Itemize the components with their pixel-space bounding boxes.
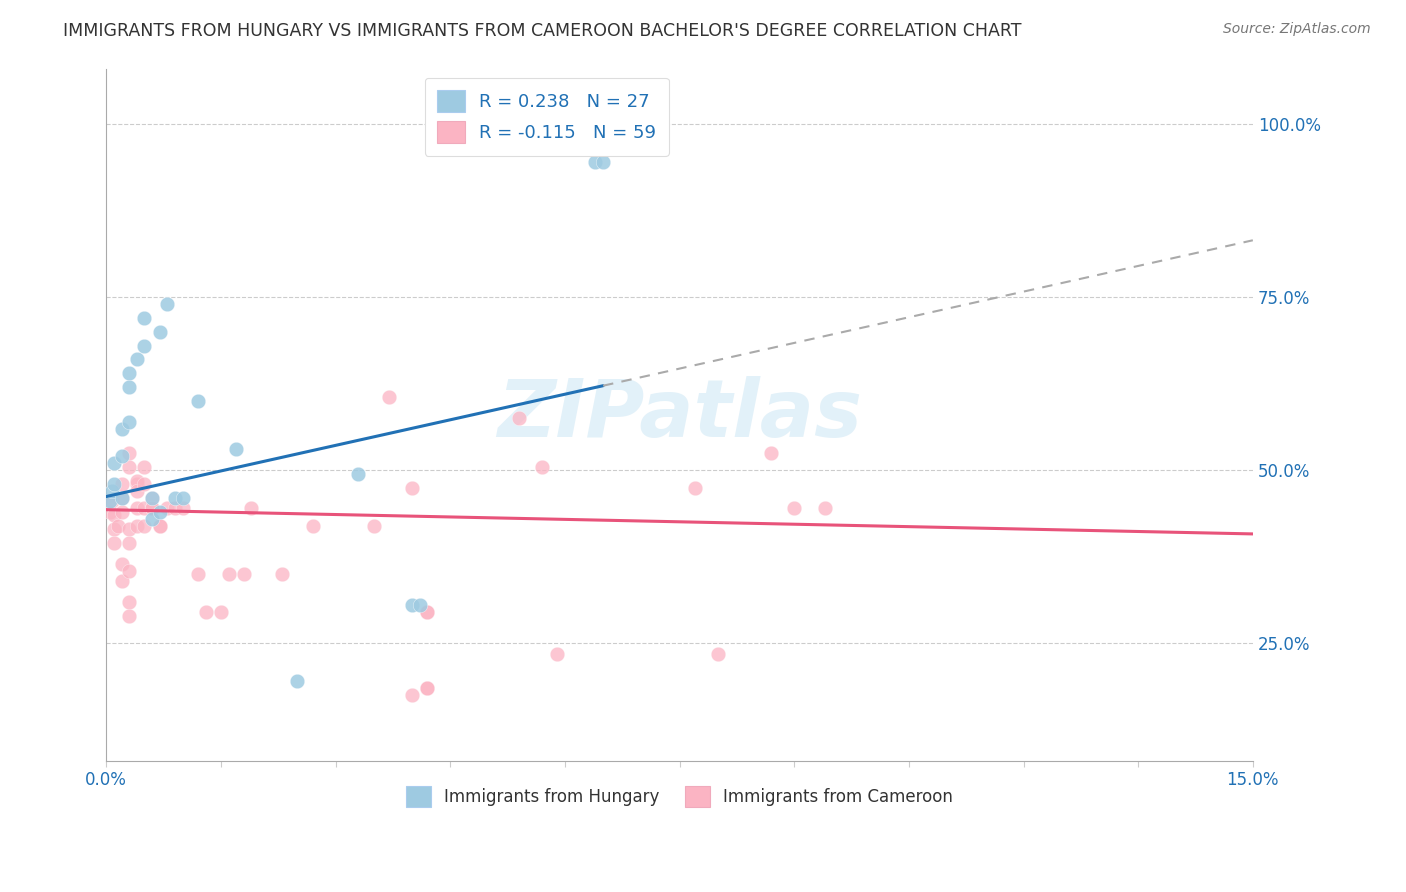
Point [118,522,141,536]
Point [118,608,141,623]
Point [163,491,186,505]
Point [141,491,163,505]
Point [110,450,132,464]
Point [110,505,132,519]
Point [118,564,141,578]
Point [194,605,217,619]
Point [103,456,125,470]
Point [103,477,125,491]
Point [149,505,172,519]
Point [134,338,156,352]
Point [141,501,163,516]
Point [110,477,132,491]
Point [98,494,121,508]
Point [508,411,530,425]
Point [585,155,607,169]
Point [156,297,179,311]
Point [125,501,148,516]
Point [285,674,308,689]
Point [118,595,141,609]
Point [187,567,209,582]
Point [110,491,132,505]
Point [271,567,294,582]
Point [110,557,132,571]
Text: Source: ZipAtlas.com: Source: ZipAtlas.com [1223,22,1371,37]
Point [187,393,209,408]
Point [416,605,439,619]
Point [118,446,141,460]
Point [401,481,423,495]
Point [408,599,430,613]
Point [103,522,125,536]
Point [546,647,568,661]
Point [110,491,132,505]
Point [592,155,614,169]
Point [125,352,148,367]
Point [118,459,141,474]
Point [107,518,129,533]
Point [134,518,156,533]
Point [347,467,370,481]
Point [530,459,553,474]
Point [156,501,179,516]
Point [134,459,156,474]
Point [225,442,247,457]
Point [118,415,141,429]
Point [149,518,172,533]
Point [783,501,806,516]
Point [125,518,148,533]
Point [240,501,263,516]
Point [101,483,124,498]
Point [103,536,125,550]
Point [172,491,194,505]
Point [683,481,706,495]
Point [103,508,125,523]
Point [118,536,141,550]
Point [706,647,728,661]
Point [363,518,385,533]
Point [141,491,163,505]
Point [301,518,323,533]
Point [761,446,783,460]
Point [172,501,194,516]
Point [149,325,172,339]
Text: ZIPatlas: ZIPatlas [498,376,862,454]
Point [416,681,439,696]
Point [134,477,156,491]
Point [118,380,141,394]
Point [378,391,401,405]
Legend: Immigrants from Hungary, Immigrants from Cameroon: Immigrants from Hungary, Immigrants from… [398,778,962,815]
Point [814,501,837,516]
Point [401,599,423,613]
Point [134,501,156,516]
Point [416,605,439,619]
Point [141,511,163,525]
Point [134,310,156,325]
Point [98,505,121,519]
Point [110,422,132,436]
Point [232,567,254,582]
Point [141,501,163,516]
Point [118,366,141,380]
Point [218,567,240,582]
Point [149,518,172,533]
Point [100,494,122,508]
Point [125,483,148,498]
Point [110,574,132,588]
Point [125,477,148,491]
Point [401,688,423,702]
Point [163,501,186,516]
Point [416,681,439,696]
Point [125,474,148,488]
Point [209,605,232,619]
Text: IMMIGRANTS FROM HUNGARY VS IMMIGRANTS FROM CAMEROON BACHELOR'S DEGREE CORRELATIO: IMMIGRANTS FROM HUNGARY VS IMMIGRANTS FR… [63,22,1022,40]
